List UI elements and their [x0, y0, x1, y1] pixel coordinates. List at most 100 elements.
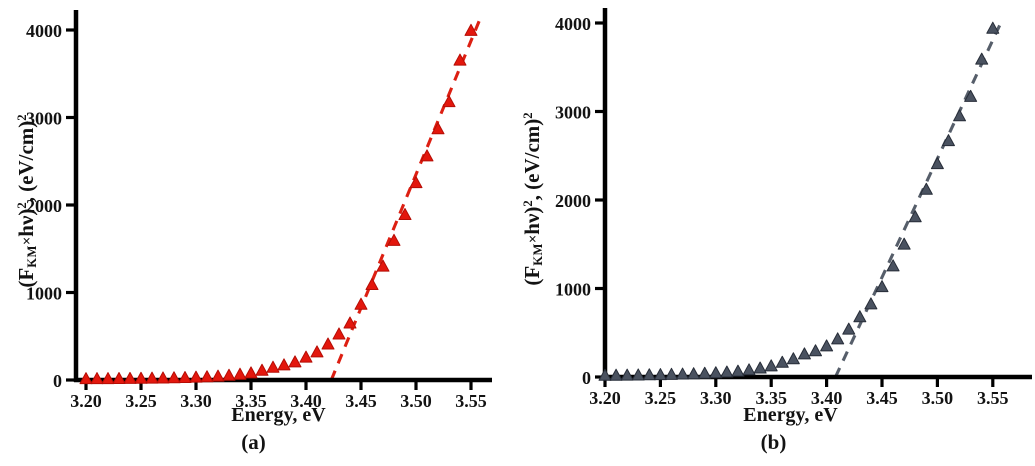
y-tick-label: 3000	[26, 109, 62, 129]
x-tick-label: 3.50	[400, 391, 432, 411]
data-point-marker	[354, 297, 368, 310]
data-point-marker	[664, 367, 678, 380]
ylabel-text: (F	[14, 267, 39, 288]
data-point-marker	[365, 278, 379, 290]
y-tick-label: 4000	[555, 14, 591, 34]
y-tick-label: 3000	[555, 103, 591, 123]
data-point-marker	[742, 363, 756, 376]
data-point-marker	[986, 21, 1000, 34]
data-point-marker	[288, 355, 302, 368]
data-point-marker	[698, 366, 712, 379]
data-point-marker	[222, 368, 236, 381]
x-tick-label: 3.30	[180, 391, 212, 411]
ylabel-units: , (eV/cm)	[14, 120, 39, 203]
data-point-marker	[930, 157, 944, 170]
data-point-marker	[775, 355, 789, 368]
data-point-marker	[642, 368, 656, 381]
chart-b-canvas: 3.20 3.25 3.30 3.35 3.40 3.45 3.50 3.55 0 1000 200…	[555, 8, 1032, 408]
data-point-marker	[431, 122, 445, 135]
ylabel-text: (F	[520, 265, 545, 286]
x-tick-label: 3.20	[70, 391, 102, 411]
data-point-marker	[897, 237, 911, 250]
data-point-marker	[79, 372, 93, 385]
data-point-marker	[189, 370, 203, 383]
x-tick-label: 3.55	[977, 388, 1009, 408]
y-tick-label: 4000	[26, 21, 62, 41]
data-point-marker	[299, 350, 313, 363]
x-tick-label: 3.50	[922, 388, 954, 408]
ylabel-superscript-2: 2	[521, 200, 536, 207]
data-point-marker	[908, 210, 922, 223]
data-point-marker	[753, 361, 767, 374]
x-tick-label: 3.30	[700, 388, 732, 408]
multiply-sign: ×	[525, 234, 542, 244]
data-point-marker	[864, 297, 878, 310]
data-point-marker	[409, 176, 423, 189]
data-point-marker	[964, 89, 978, 102]
data-point-marker	[90, 372, 104, 385]
data-point-marker	[676, 367, 690, 380]
data-point-marker	[321, 337, 335, 350]
y-tick-label: 2000	[555, 191, 591, 211]
data-point-marker	[343, 316, 357, 329]
y-tick-label: 1000	[26, 284, 62, 304]
data-point-marker	[156, 371, 170, 384]
y-tick-label: 0	[53, 371, 62, 391]
data-point-marker	[620, 368, 634, 381]
panel-b: 3.20 3.25 3.30 3.35 3.40 3.45 3.50 3.55 0 1000 200…	[518, 0, 1035, 466]
data-point-marker	[975, 52, 989, 65]
y-axis-label-b: (FKM×hν)2, (eV/cm)2	[520, 112, 546, 285]
x-tick-label: 3.55	[455, 391, 487, 411]
multiply-sign: ×	[19, 236, 36, 246]
data-point-marker	[687, 367, 701, 380]
data-point-marker	[167, 371, 181, 384]
data-point-marker	[277, 358, 291, 371]
data-point-marker	[653, 368, 667, 381]
x-tick-label: 3.40	[290, 391, 322, 411]
data-point-marker	[820, 339, 834, 352]
y-tick-label: 0	[582, 368, 591, 388]
data-point-marker	[764, 359, 778, 372]
data-point-marker	[200, 370, 214, 383]
data-point-marker	[453, 53, 467, 66]
data-point-marker	[720, 365, 734, 378]
x-tick-label: 3.35	[235, 391, 267, 411]
x-tick-label: 3.45	[866, 388, 898, 408]
panel-a: 3.20 3.25 3.30 3.35 3.40 3.45 3.50 3.55 0 1000 200…	[0, 0, 517, 466]
data-point-marker	[842, 322, 856, 335]
data-point-marker	[886, 259, 900, 272]
subfigure-caption-a: (a)	[241, 430, 266, 454]
data-point-marker	[134, 371, 148, 384]
data-point-marker	[266, 360, 280, 373]
data-point-marker	[631, 368, 645, 381]
data-point-marker	[786, 352, 800, 365]
data-point-marker	[123, 371, 137, 384]
data-point-marker	[420, 149, 434, 162]
data-point-marker	[953, 109, 967, 122]
x-tick-label: 3.25	[645, 388, 677, 408]
data-point-marker	[387, 233, 401, 246]
data-point-marker	[809, 344, 823, 357]
ylabel-units-superscript-2: 2	[521, 112, 536, 119]
ylabel-text: hν)	[14, 208, 39, 237]
y-tick-label: 1000	[555, 280, 591, 300]
y-tick-label: 2000	[26, 196, 62, 216]
data-point-marker	[178, 371, 192, 384]
data-point-marker	[919, 182, 933, 195]
data-point-marker	[398, 208, 412, 220]
data-point-marker	[442, 95, 456, 108]
ylabel-units: , (eV/cm)	[520, 118, 545, 201]
x-axis-label-a: Energy, eV	[231, 404, 326, 426]
data-point-marker	[875, 280, 889, 293]
data-point-marker	[211, 369, 225, 382]
data-point-marker	[145, 371, 159, 384]
data-point-marker	[332, 327, 346, 340]
x-tick-label: 3.45	[345, 391, 377, 411]
trendline	[834, 22, 1002, 378]
ylabel-subscript-km: KM	[530, 243, 545, 266]
data-point-marker	[255, 363, 269, 376]
data-point-marker	[101, 372, 115, 385]
data-point-marker	[709, 366, 723, 379]
data-point-marker	[831, 332, 845, 345]
